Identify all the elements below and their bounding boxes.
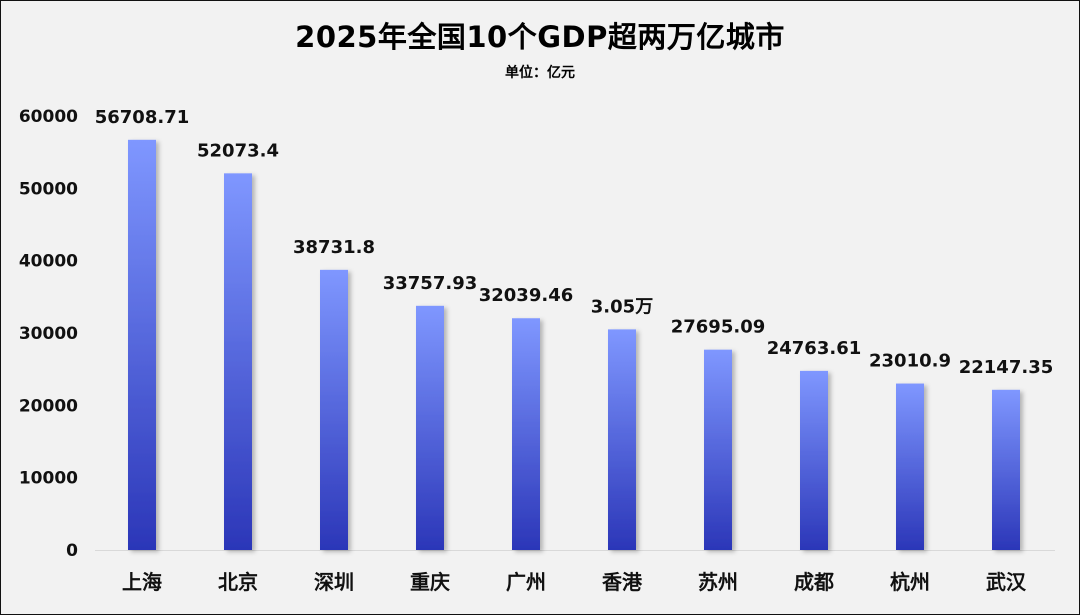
bar-9 [896, 383, 924, 550]
bar-5 [512, 318, 540, 550]
bar-3 [320, 269, 348, 550]
category-label-1: 上海 [122, 570, 162, 594]
data-label-7: 27695.09 [671, 317, 766, 338]
category-label-8: 成都 [794, 570, 834, 594]
y-tick-label: 50000 [19, 179, 78, 199]
bar-10 [992, 389, 1020, 550]
data-label-8: 24763.61 [767, 338, 862, 359]
category-label-2: 北京 [218, 570, 258, 594]
bar-8 [800, 370, 828, 550]
category-label-7: 苏州 [698, 570, 738, 594]
category-label-10: 武汉 [986, 570, 1027, 594]
bar-2 [224, 173, 252, 550]
category-label-5: 广州 [506, 570, 546, 594]
chart-title: 2025年全国10个GDP超两万亿城市 [295, 20, 785, 54]
bar-6 [608, 329, 636, 550]
y-tick-label: 20000 [19, 396, 78, 416]
bar-7 [704, 349, 732, 550]
data-label-10: 22147.35 [959, 357, 1054, 378]
category-label-9: 杭州 [890, 570, 930, 594]
bar-series [128, 139, 1020, 550]
data-label-2: 52073.4 [197, 140, 279, 161]
bar-4 [416, 305, 444, 550]
y-tick-label: 60000 [19, 107, 78, 127]
category-label-4: 重庆 [410, 570, 450, 594]
data-label-3: 38731.8 [293, 237, 375, 258]
y-axis: 0 10000 20000 30000 40000 50000 60000 [19, 107, 78, 561]
data-label-4: 33757.93 [383, 273, 478, 294]
data-label-5: 32039.46 [479, 285, 574, 306]
data-label-9: 23010.9 [869, 351, 951, 372]
y-tick-label: 0 [66, 541, 78, 561]
category-label-3: 深圳 [314, 570, 354, 594]
bar-1 [128, 139, 156, 550]
y-tick-label: 40000 [19, 252, 78, 272]
data-label-6: 3.05万 [591, 296, 653, 317]
category-label-6: 香港 [602, 570, 643, 594]
category-labels: 上海 北京 深圳 重庆 广州 香港 苏州 成都 杭州 武汉 [122, 570, 1027, 594]
y-tick-label: 30000 [19, 324, 78, 344]
data-label-1: 56708.71 [95, 107, 190, 128]
y-tick-label: 10000 [19, 469, 78, 489]
chart-subtitle: 单位：亿元 [505, 65, 575, 81]
